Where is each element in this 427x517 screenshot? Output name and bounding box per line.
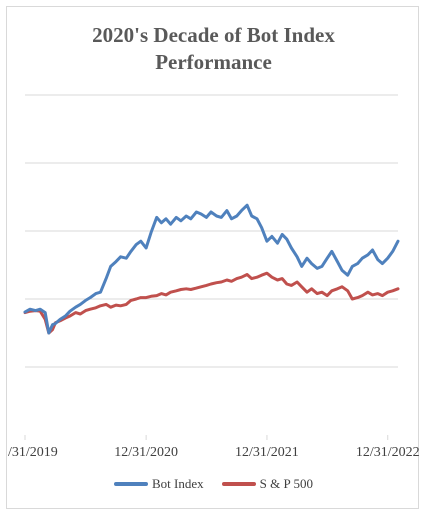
x-tick-label: /31/2019 [8, 445, 58, 460]
legend-item-sp500: S & P 500 [221, 476, 313, 492]
x-tick-label: 12/31/2022 [356, 445, 420, 460]
chart-title-line-2: Performance [155, 50, 272, 74]
chart-title: 2020's Decade of Bot Index Performance [0, 22, 427, 76]
legend-swatch-sp500 [221, 482, 256, 486]
legend-label-bot-index: Bot Index [152, 476, 204, 491]
series-line-sp500 [23, 271, 400, 335]
x-axis-ticks: /31/2019 12/31/2020 12/31/2021 12/31/2022 [8, 435, 420, 460]
x-tick-label: 12/31/2020 [114, 445, 178, 460]
series-line-bot-index [23, 203, 400, 335]
chart-frame [6, 6, 419, 509]
chart-title-line-1: 2020's Decade of Bot Index [92, 23, 335, 47]
legend-item-bot-index: Bot Index [114, 476, 204, 492]
legend-swatch-bot-index [114, 482, 148, 486]
x-tick-label: 12/31/2021 [235, 445, 299, 460]
legend: Bot Index S & P 500 [0, 476, 427, 492]
gridlines [25, 94, 398, 368]
series-lines [23, 203, 400, 335]
legend-label-sp500: S & P 500 [259, 476, 313, 491]
